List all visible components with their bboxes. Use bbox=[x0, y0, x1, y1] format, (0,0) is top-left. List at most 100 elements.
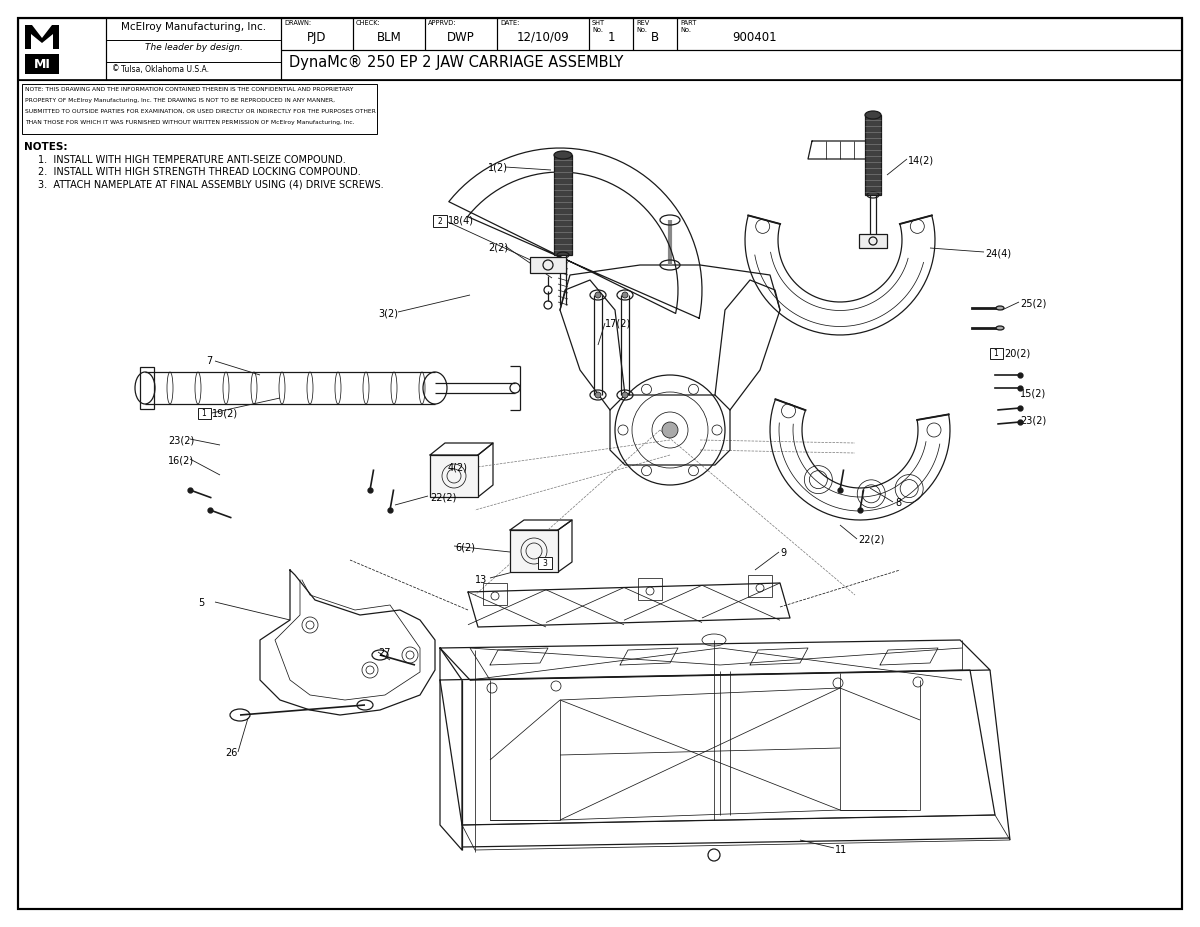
Text: CHECK:: CHECK: bbox=[356, 20, 380, 26]
Bar bbox=[198, 408, 211, 419]
Text: 6(2): 6(2) bbox=[455, 542, 475, 552]
Bar bbox=[106, 18, 281, 80]
Text: SHT: SHT bbox=[592, 20, 605, 26]
Text: NOTES:: NOTES: bbox=[24, 142, 67, 152]
Ellipse shape bbox=[595, 392, 601, 398]
Bar bbox=[430, 455, 478, 497]
Bar bbox=[677, 18, 1182, 50]
Bar bbox=[482, 583, 508, 605]
Text: 7: 7 bbox=[206, 356, 212, 366]
Text: 1: 1 bbox=[607, 31, 614, 44]
Bar bbox=[589, 18, 634, 50]
Bar bbox=[22, 84, 377, 134]
Text: SUBMITTED TO OUTSIDE PARTIES FOR EXAMINATION, OR USED DIRECTLY OR INDIRECTLY FOR: SUBMITTED TO OUTSIDE PARTIES FOR EXAMINA… bbox=[25, 109, 376, 114]
Text: 8: 8 bbox=[895, 498, 901, 508]
Text: B: B bbox=[650, 31, 659, 44]
Text: DWP: DWP bbox=[448, 31, 475, 44]
Text: 16(2): 16(2) bbox=[168, 455, 194, 465]
Text: REV: REV bbox=[636, 20, 649, 26]
Bar bbox=[281, 18, 353, 50]
Text: PART: PART bbox=[680, 20, 696, 26]
Text: 5: 5 bbox=[198, 598, 204, 608]
Text: 20(2): 20(2) bbox=[1004, 348, 1031, 358]
Text: MI: MI bbox=[34, 57, 50, 70]
Text: DRAWN:: DRAWN: bbox=[284, 20, 311, 26]
Text: 17(2): 17(2) bbox=[605, 318, 631, 328]
Bar bbox=[353, 18, 425, 50]
Text: 15(2): 15(2) bbox=[1020, 388, 1046, 398]
Text: 25(2): 25(2) bbox=[1020, 298, 1046, 308]
Bar bbox=[554, 155, 572, 255]
Bar bbox=[510, 530, 558, 572]
Text: 19(2): 19(2) bbox=[212, 408, 238, 418]
Text: 1.  INSTALL WITH HIGH TEMPERATURE ANTI-SEIZE COMPOUND.: 1. INSTALL WITH HIGH TEMPERATURE ANTI-SE… bbox=[38, 155, 346, 165]
Text: The leader by design.: The leader by design. bbox=[144, 43, 242, 52]
Text: BLM: BLM bbox=[377, 31, 401, 44]
Text: 27: 27 bbox=[378, 648, 390, 658]
Text: 24(4): 24(4) bbox=[985, 248, 1012, 258]
Text: PROPERTY OF McElroy Manufacturing, Inc. THE DRAWING IS NOT TO BE REPRODUCED IN A: PROPERTY OF McElroy Manufacturing, Inc. … bbox=[25, 98, 335, 103]
Polygon shape bbox=[865, 115, 881, 195]
Text: 12/10/09: 12/10/09 bbox=[517, 31, 569, 44]
Text: DynaMc® 250 EP 2 JAW CARRIAGE ASSEMBLY: DynaMc® 250 EP 2 JAW CARRIAGE ASSEMBLY bbox=[289, 55, 623, 70]
Text: 13: 13 bbox=[475, 575, 487, 585]
Bar bbox=[433, 215, 446, 227]
Text: 11: 11 bbox=[835, 845, 847, 855]
Polygon shape bbox=[554, 155, 572, 255]
Ellipse shape bbox=[554, 151, 572, 159]
Text: APPRVD:: APPRVD: bbox=[428, 20, 456, 26]
Ellipse shape bbox=[662, 422, 678, 438]
Text: NOTE: THIS DRAWING AND THE INFORMATION CONTAINED THEREIN IS THE CONFIDENTIAL AND: NOTE: THIS DRAWING AND THE INFORMATION C… bbox=[25, 87, 353, 92]
Text: 22(2): 22(2) bbox=[858, 535, 884, 545]
Text: 3.  ATTACH NAMEPLATE AT FINAL ASSEMBLY USING (4) DRIVE SCREWS.: 3. ATTACH NAMEPLATE AT FINAL ASSEMBLY US… bbox=[38, 179, 384, 189]
Text: 1: 1 bbox=[994, 349, 998, 358]
Text: DATE:: DATE: bbox=[500, 20, 520, 26]
Ellipse shape bbox=[996, 326, 1004, 330]
Bar bbox=[634, 18, 677, 50]
Ellipse shape bbox=[595, 292, 601, 298]
Text: Tulsa, Oklahoma U.S.A.: Tulsa, Oklahoma U.S.A. bbox=[121, 65, 209, 74]
Text: 2: 2 bbox=[438, 217, 443, 225]
Text: 23(2): 23(2) bbox=[1020, 415, 1046, 425]
Text: 3: 3 bbox=[542, 558, 547, 567]
Text: 1(2): 1(2) bbox=[488, 162, 508, 172]
Bar bbox=[638, 578, 662, 600]
Text: 3(2): 3(2) bbox=[378, 308, 398, 318]
Bar bbox=[538, 557, 552, 569]
Bar bbox=[140, 367, 154, 409]
Polygon shape bbox=[25, 54, 59, 74]
Bar bbox=[497, 18, 589, 50]
Text: THAN THOSE FOR WHICH IT WAS FURNISHED WITHOUT WRITTEN PERMISSION OF McElroy Manu: THAN THOSE FOR WHICH IT WAS FURNISHED WI… bbox=[25, 120, 354, 125]
Ellipse shape bbox=[865, 111, 881, 119]
Polygon shape bbox=[25, 25, 59, 49]
Text: ©: © bbox=[112, 64, 120, 73]
Ellipse shape bbox=[996, 306, 1004, 310]
Text: 2.  INSTALL WITH HIGH STRENGTH THREAD LOCKING COMPOUND.: 2. INSTALL WITH HIGH STRENGTH THREAD LOC… bbox=[38, 167, 361, 177]
Bar bbox=[281, 50, 1182, 80]
Bar bbox=[530, 257, 566, 273]
Text: 23(2): 23(2) bbox=[168, 435, 194, 445]
Bar bbox=[18, 18, 1182, 80]
Text: 4(2): 4(2) bbox=[448, 462, 468, 472]
Text: 9: 9 bbox=[780, 548, 786, 558]
Bar bbox=[859, 234, 887, 248]
Text: McElroy Manufacturing, Inc.: McElroy Manufacturing, Inc. bbox=[121, 22, 266, 32]
Bar bbox=[748, 575, 772, 597]
Text: 2(2): 2(2) bbox=[488, 242, 508, 252]
Bar bbox=[990, 348, 1003, 359]
Ellipse shape bbox=[622, 392, 628, 398]
Bar bbox=[865, 115, 881, 195]
Text: No.: No. bbox=[636, 27, 647, 33]
Text: 26: 26 bbox=[226, 748, 238, 758]
Text: 22(2): 22(2) bbox=[430, 492, 456, 502]
Text: 18(4): 18(4) bbox=[448, 215, 474, 225]
Ellipse shape bbox=[622, 292, 628, 298]
Text: 14(2): 14(2) bbox=[908, 155, 934, 165]
Text: 1: 1 bbox=[202, 409, 206, 417]
Text: No.: No. bbox=[680, 27, 691, 33]
Text: No.: No. bbox=[592, 27, 604, 33]
Text: 900401: 900401 bbox=[732, 31, 776, 44]
Bar bbox=[425, 18, 497, 50]
Bar bbox=[18, 18, 106, 80]
Text: PJD: PJD bbox=[307, 31, 326, 44]
